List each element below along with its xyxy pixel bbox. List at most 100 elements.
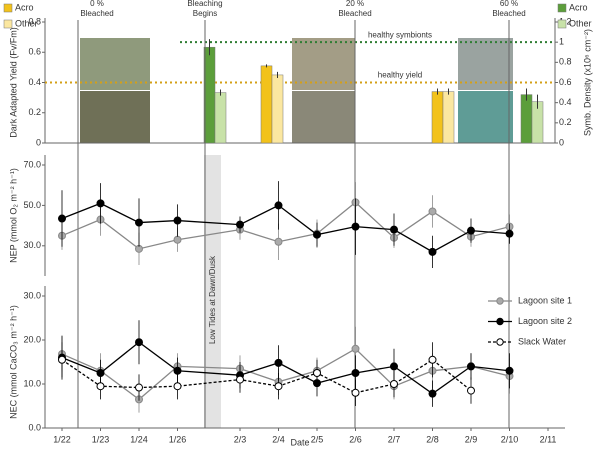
x-tick-label: 2/10	[501, 434, 519, 444]
band-label: Low Tides at Dawn/Dusk	[208, 255, 217, 344]
legend-marker	[496, 317, 504, 326]
data-point	[351, 388, 360, 397]
bar	[271, 74, 284, 144]
x-tick-label: 2/8	[426, 434, 439, 444]
legend-label: Other	[15, 18, 38, 28]
legend-label: Acro	[569, 2, 588, 12]
legend-label: Acro	[15, 2, 34, 12]
y-axis-label: NEP (mmol O₂ m⁻² h⁻¹)	[8, 168, 18, 263]
bar	[520, 94, 533, 144]
data-point	[351, 369, 360, 377]
x-tick-label: 2/3	[234, 434, 247, 444]
x-tick-label: 1/26	[169, 434, 187, 444]
data-point	[236, 220, 244, 229]
x-tick-label: 2/7	[388, 434, 401, 444]
y-tick-label: 0	[559, 137, 564, 147]
y-tick-label: 0.6	[28, 47, 41, 57]
bar	[203, 46, 216, 144]
x-tick-label: 1/22	[53, 434, 71, 444]
data-point	[428, 207, 437, 216]
coral-photo	[80, 91, 150, 143]
bar	[431, 91, 444, 144]
x-axis-label: Date	[290, 437, 309, 447]
event-label: 20 %	[346, 0, 364, 8]
data-point	[96, 382, 105, 391]
x-tick-label: 2/11	[540, 434, 557, 444]
data-point	[351, 344, 360, 353]
event-label: Bleached	[492, 9, 525, 18]
legend-swatch	[557, 3, 567, 13]
legend-swatch	[3, 19, 13, 29]
data-point	[390, 225, 398, 234]
x-tick-label: 2/4	[272, 434, 285, 444]
y-tick-label: 0.6	[559, 77, 572, 87]
y-tick-label: 0.8	[559, 57, 572, 67]
y-tick-label: 1	[559, 37, 564, 47]
y-axis-label: Symb. Density (x10⁶ cm⁻²)	[582, 29, 592, 136]
reference-label: healthy symbionts	[368, 30, 432, 39]
data-point	[274, 382, 283, 391]
data-point	[467, 226, 475, 235]
data-point	[467, 362, 475, 371]
event-label: 0 %	[90, 0, 104, 8]
data-point	[313, 369, 321, 377]
series-line	[61, 202, 510, 253]
data-point	[428, 389, 437, 398]
legend-label: Lagoon site 1	[518, 295, 572, 305]
data-point	[505, 366, 514, 375]
legend-label: Other	[569, 18, 592, 28]
y-tick-label: 0.4	[559, 97, 572, 107]
data-point	[135, 338, 143, 347]
y-axis-label: Dark Adapted Yield (Fv/Fm)	[8, 27, 18, 138]
data-point	[467, 386, 475, 395]
legend-swatch	[3, 3, 13, 13]
coral-photo	[292, 91, 355, 143]
series-line	[61, 341, 510, 395]
data-point	[58, 214, 66, 223]
data-point	[351, 222, 360, 231]
y-tick-label: 30.0	[23, 290, 41, 300]
data-point	[58, 355, 66, 364]
legend-label: Lagoon site 2	[518, 316, 572, 326]
y-tick-label: 0.4	[28, 77, 41, 87]
bar	[214, 92, 227, 144]
series-line	[61, 347, 510, 401]
bar	[442, 91, 455, 144]
coral-photo	[292, 38, 355, 90]
legend-marker	[496, 338, 504, 346]
event-label: Bleaching	[187, 0, 222, 8]
data-point	[313, 230, 321, 239]
event-label: 60 %	[500, 0, 518, 8]
x-tick-label: 2/9	[465, 434, 478, 444]
data-point	[390, 380, 398, 388]
coral-photo	[80, 38, 150, 90]
y-tick-label: 20.0	[23, 334, 41, 344]
data-point	[274, 201, 283, 210]
data-point	[505, 229, 514, 238]
data-point	[274, 237, 283, 246]
data-point	[135, 383, 143, 392]
x-tick-label: 1/24	[130, 434, 148, 444]
data-point	[173, 235, 182, 244]
data-point	[96, 199, 105, 208]
data-point	[428, 247, 437, 256]
legend-marker	[496, 297, 504, 305]
y-tick-label: 10.0	[23, 378, 41, 388]
data-point	[236, 375, 244, 384]
y-axis-label: NEC (mmol CaCO₃ m⁻² h⁻¹)	[8, 305, 18, 419]
event-label: Bleached	[338, 9, 371, 18]
y-tick-label: 0.0	[28, 422, 41, 432]
y-tick-label: 30.0	[23, 240, 41, 250]
y-tick-label: 0.2	[28, 107, 41, 117]
x-tick-label: 2/5	[311, 434, 324, 444]
data-point	[173, 382, 182, 391]
bar	[260, 65, 273, 144]
event-label: Begins	[193, 9, 217, 18]
data-point	[390, 362, 398, 371]
x-tick-label: 2/6	[349, 434, 362, 444]
y-tick-label: 0	[36, 137, 41, 147]
y-tick-label: 0.2	[559, 117, 572, 127]
y-tick-label: 70.0	[23, 159, 41, 169]
reference-label: healthy yield	[378, 71, 422, 80]
